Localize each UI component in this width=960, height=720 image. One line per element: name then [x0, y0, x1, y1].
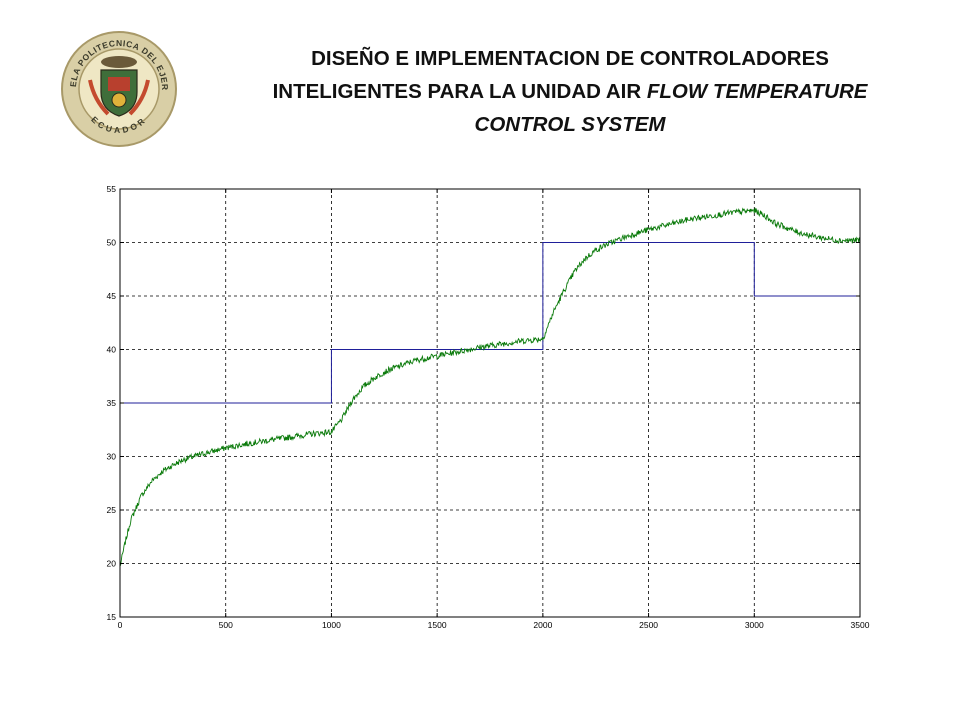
title-line-1: DISEÑO E IMPLEMENTACION DE CONTROLADORES: [311, 47, 829, 70]
tick-layer: 0 500 1000 1500 2000 2500 3000 3500 15 20 25 30 35 40…: [107, 184, 870, 630]
x-tick-label: 500: [219, 620, 233, 630]
x-tick-label: 2500: [639, 620, 658, 630]
x-tick-label: 3500: [851, 620, 870, 630]
title-line-3: CONTROL SYSTEM: [474, 113, 666, 136]
y-tick-label: 20: [107, 559, 117, 569]
title-line-2: INTELIGENTES PARA LA UNIDAD AIR FLOW TEM…: [200, 75, 940, 108]
series-layer: [119, 207, 861, 567]
series-line-setpoint: [120, 242, 860, 404]
y-tick-label: 40: [107, 345, 117, 355]
page-title: DISEÑO E IMPLEMENTACION DE CONTROLADORES…: [200, 42, 940, 141]
y-tick-label: 35: [107, 398, 117, 408]
y-tick-label: 30: [107, 452, 117, 462]
institution-seal-icon: ESCUELA POLITECNICA DEL EJERCITO ECUADOR: [56, 22, 178, 148]
title-line-2-normal: INTELIGENTES PARA LA UNIDAD AIR: [272, 80, 647, 103]
y-tick-label: 55: [107, 184, 117, 194]
x-tick-label: 1500: [428, 620, 447, 630]
y-tick-label: 50: [107, 238, 117, 248]
x-tick-label: 3000: [745, 620, 764, 630]
series-line-response: [119, 207, 861, 567]
grid-layer: [120, 189, 860, 617]
y-tick-label: 25: [107, 505, 117, 515]
x-tick-label: 2000: [533, 620, 552, 630]
seal-graphic: ESCUELA POLITECNICA DEL EJERCITO ECUADOR: [56, 22, 177, 147]
y-tick-label: 15: [107, 612, 117, 622]
title-line-2-italic: FLOW TEMPERATURE: [646, 80, 868, 103]
y-tick-label: 45: [107, 291, 117, 301]
x-tick-label: 0: [118, 620, 123, 630]
x-tick-label: 1000: [322, 620, 341, 630]
